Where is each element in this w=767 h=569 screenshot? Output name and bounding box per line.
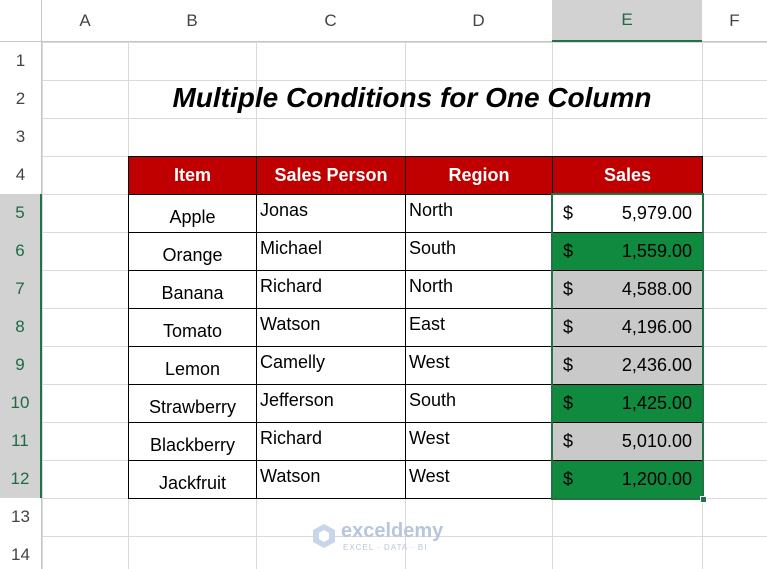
item-cell: Banana: [128, 270, 257, 309]
column-header: D: [405, 0, 552, 42]
row-header: 1: [0, 42, 42, 80]
row-header: 6: [0, 232, 42, 270]
row-header: 12: [0, 460, 42, 498]
sales-value: 1,559.00: [621, 241, 692, 261]
table-header-cell: Item: [128, 156, 257, 195]
item-cell: Jackfruit: [128, 460, 257, 499]
watermark-name: exceldemy: [341, 520, 444, 542]
table-header-cell: Sales Person: [256, 156, 406, 195]
watermark-tagline: EXCEL · DATA · BI: [343, 543, 428, 552]
row-header: 3: [0, 118, 42, 156]
row-header: 9: [0, 346, 42, 384]
currency-symbol: $: [563, 279, 574, 299]
person-cell: Jonas: [256, 194, 406, 233]
currency-symbol: $: [563, 355, 574, 375]
item-cell: Blackberry: [128, 422, 257, 461]
grid-line-h: [0, 118, 767, 119]
column-header: C: [256, 0, 405, 42]
region-cell: South: [405, 384, 553, 423]
region-cell: North: [405, 270, 553, 309]
row-header: 14: [0, 536, 42, 569]
item-cell: Tomato: [128, 308, 257, 347]
region-cell: South: [405, 232, 553, 271]
table-header-cell: Region: [405, 156, 553, 195]
sales-cell: $4,196.00: [552, 308, 703, 347]
person-cell: Richard: [256, 422, 406, 461]
sales-cell: $1,200.00: [552, 460, 703, 499]
item-cell: Orange: [128, 232, 257, 271]
row-header: 11: [0, 422, 42, 460]
region-cell: West: [405, 460, 553, 499]
sales-cell: $1,559.00: [552, 232, 703, 271]
person-cell: Michael: [256, 232, 406, 271]
table-header-cell: Sales: [552, 156, 703, 195]
item-cell: Apple: [128, 194, 257, 233]
person-cell: Camelly: [256, 346, 406, 385]
selection-border: [551, 193, 704, 500]
sales-cell: $5,979.00: [552, 194, 703, 233]
row-header: 5: [0, 194, 42, 232]
person-cell: Watson: [256, 308, 406, 347]
sales-cell: $5,010.00: [552, 422, 703, 461]
sales-value: 4,588.00: [621, 279, 692, 299]
column-header: E: [552, 0, 702, 42]
region-cell: East: [405, 308, 553, 347]
currency-symbol: $: [563, 393, 574, 413]
column-header: B: [128, 0, 256, 42]
row-header: 7: [0, 270, 42, 308]
sales-value: 1,200.00: [621, 469, 692, 489]
currency-symbol: $: [563, 431, 574, 451]
sales-cell: $2,436.00: [552, 346, 703, 385]
sales-value: 4,196.00: [621, 317, 692, 337]
column-header: A: [42, 0, 128, 42]
region-cell: West: [405, 422, 553, 461]
person-cell: Watson: [256, 460, 406, 499]
corner: [0, 0, 42, 42]
person-cell: Richard: [256, 270, 406, 309]
currency-symbol: $: [563, 203, 574, 223]
grid-line-h: [0, 80, 767, 81]
sales-cell: $4,588.00: [552, 270, 703, 309]
item-cell: Strawberry: [128, 384, 257, 423]
sales-value: 5,010.00: [621, 431, 692, 451]
sheet-title: Multiple Conditions for One Column: [172, 82, 652, 113]
fill-handle: [700, 496, 707, 503]
currency-symbol: $: [563, 317, 574, 337]
row-header: 2: [0, 80, 42, 118]
row-header: 4: [0, 156, 42, 194]
grid-line-h: [0, 42, 767, 43]
row-header: 13: [0, 498, 42, 536]
sales-value: 5,979.00: [621, 203, 692, 223]
row-header: 10: [0, 384, 42, 422]
item-cell: Lemon: [128, 346, 257, 385]
watermark-icon: [313, 524, 335, 548]
currency-symbol: $: [563, 469, 574, 489]
person-cell: Jefferson: [256, 384, 406, 423]
grid-line-v: [42, 0, 43, 569]
sales-value: 1,425.00: [621, 393, 692, 413]
grid-line-h: [0, 536, 767, 537]
column-header: F: [702, 0, 767, 42]
currency-symbol: $: [563, 241, 574, 261]
region-cell: North: [405, 194, 553, 233]
row-header: 8: [0, 308, 42, 346]
sales-value: 2,436.00: [621, 355, 692, 375]
region-cell: West: [405, 346, 553, 385]
